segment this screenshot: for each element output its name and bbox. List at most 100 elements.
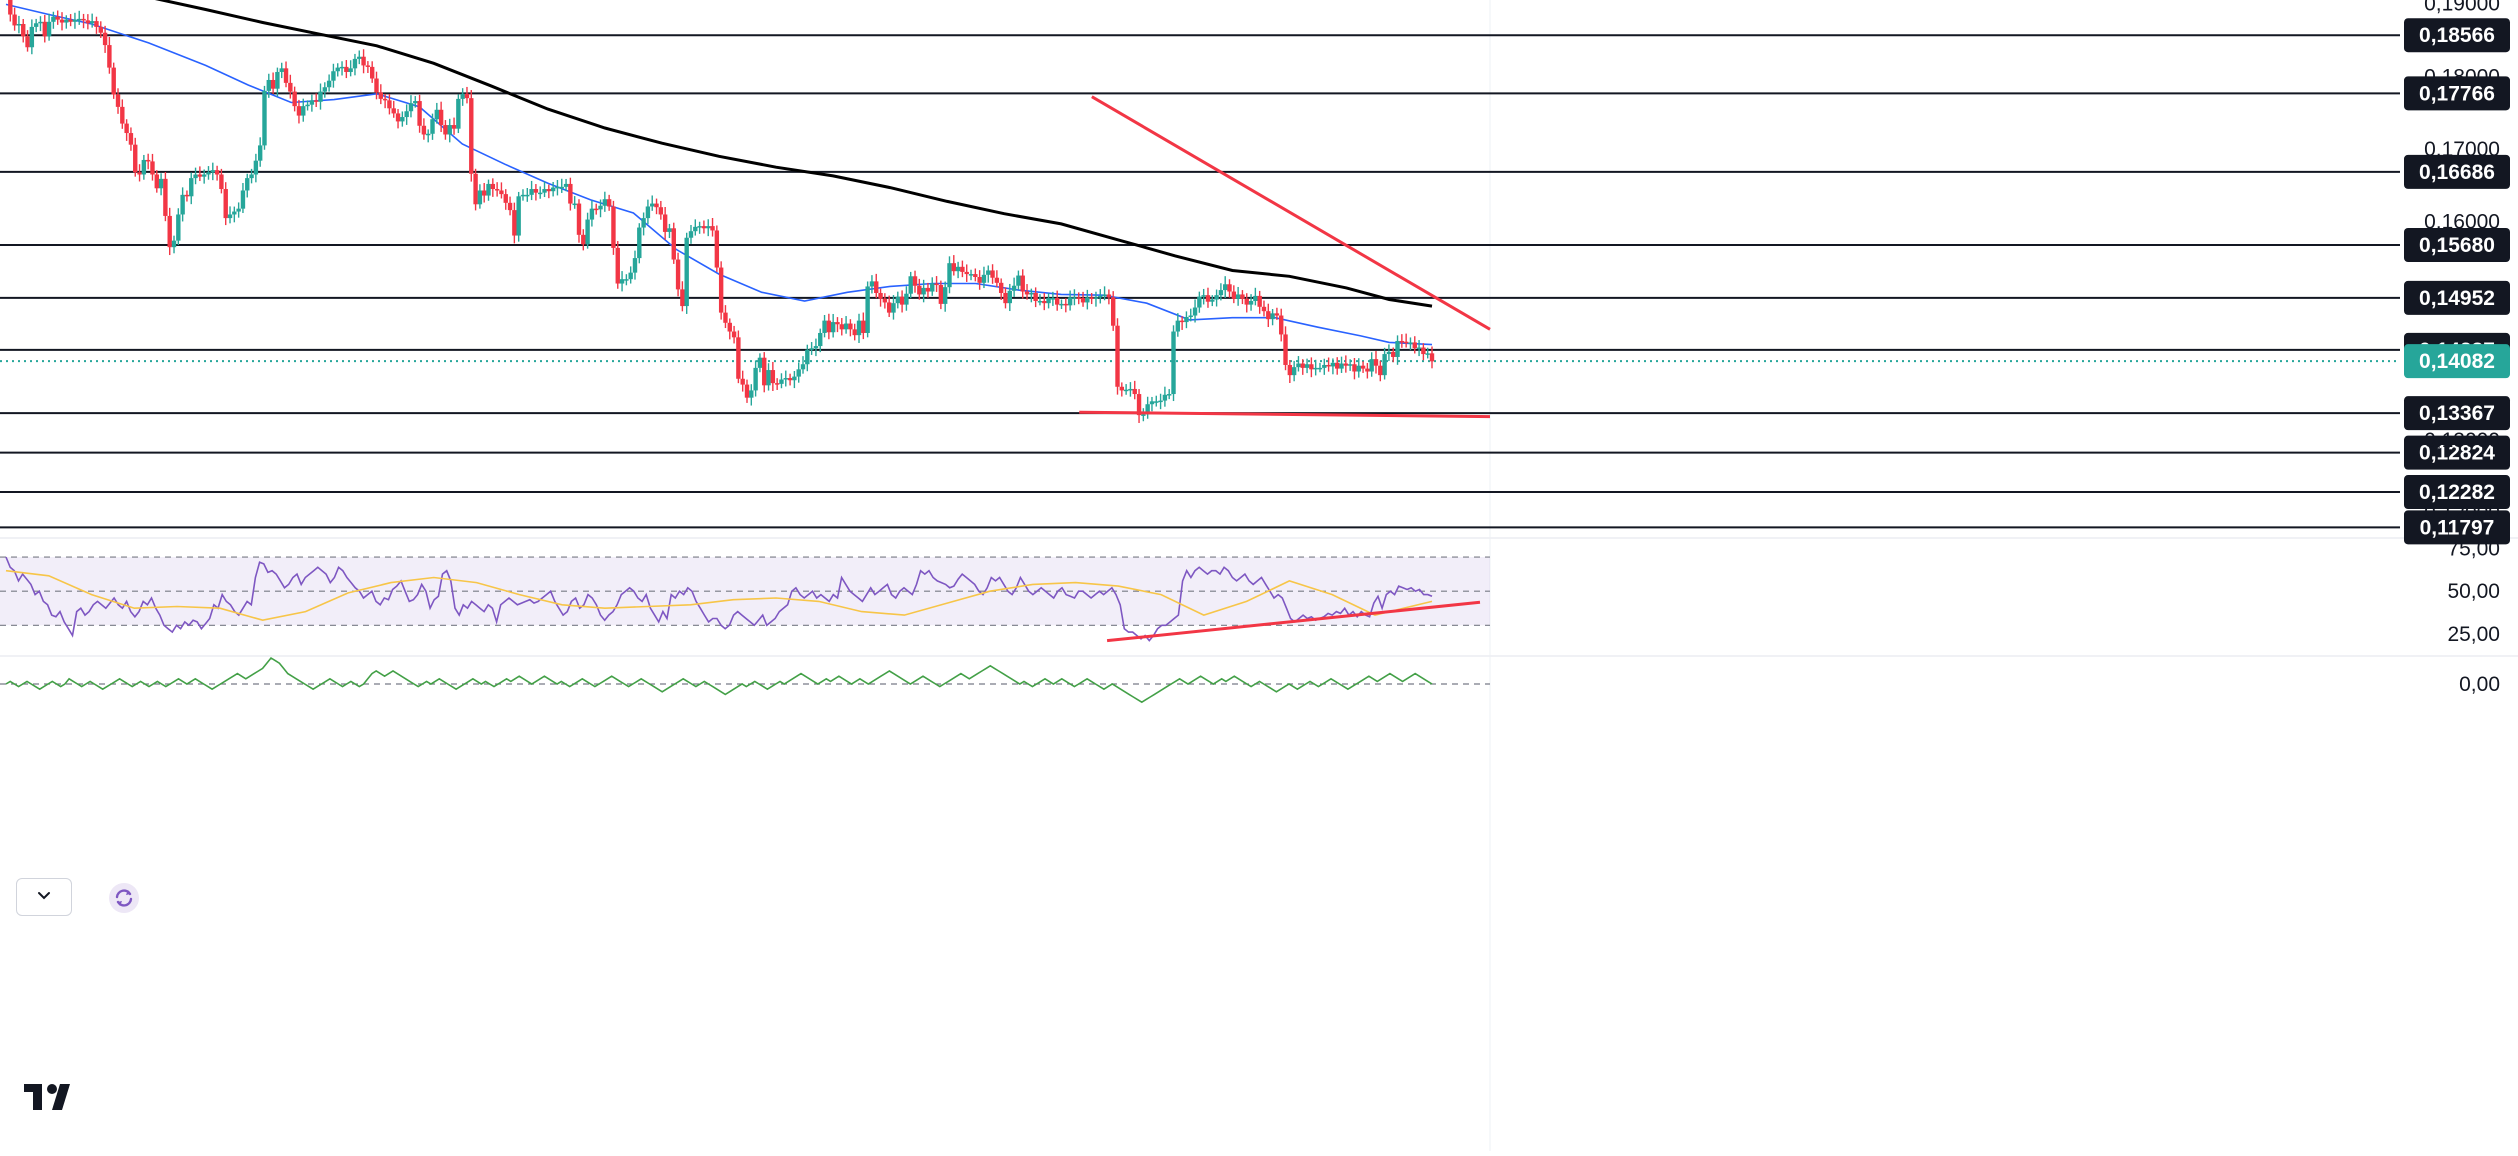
collapse-panel-button[interactable] [16, 878, 72, 916]
candle-body [451, 125, 457, 129]
candle-body [1369, 359, 1374, 372]
candle-body [546, 189, 552, 192]
candle-body [598, 205, 603, 210]
candle-body [516, 196, 521, 236]
candle-body [667, 228, 672, 232]
candle-body [266, 79, 271, 91]
candle-body [865, 286, 870, 333]
candle-body [917, 285, 922, 295]
candle-body [1326, 364, 1331, 367]
candle-body [292, 91, 297, 107]
candle-body [1373, 359, 1379, 366]
candle-body [710, 226, 715, 231]
candle-body [1024, 291, 1030, 295]
refresh-button[interactable] [104, 882, 144, 914]
candle-body [486, 183, 491, 196]
candle-body [163, 178, 168, 216]
candle-body [1279, 315, 1284, 335]
candle-body [1037, 300, 1043, 303]
candle-body [55, 16, 60, 20]
candle-body [1167, 394, 1172, 396]
candle-body [270, 79, 276, 89]
candle-body [563, 183, 569, 187]
candle-body [279, 68, 284, 72]
candle-body [16, 23, 22, 26]
candle-body [141, 159, 147, 175]
candle-body [262, 90, 267, 146]
candle-body [662, 214, 668, 232]
candle-body [533, 189, 539, 193]
candle-body [1313, 367, 1318, 370]
candle-body [210, 170, 215, 173]
candle-body [1360, 365, 1366, 369]
candle-body [766, 370, 771, 386]
trendline [1091, 95, 1491, 331]
candle-body [525, 194, 530, 197]
candle-body [507, 202, 513, 211]
candle-body [404, 111, 409, 118]
candle-body [154, 174, 159, 189]
candle-body [934, 283, 939, 286]
candle-body [542, 189, 547, 193]
candle-body [796, 369, 801, 377]
candle-body [1317, 367, 1323, 370]
candle-body [236, 208, 241, 212]
candle-body [1214, 295, 1219, 300]
candle-body [869, 281, 875, 287]
candle-body [1158, 400, 1163, 403]
candle-body [469, 98, 474, 174]
level-price-label: 0,18566 [2419, 24, 2495, 47]
candle-body [369, 66, 375, 79]
candle-body [1266, 311, 1271, 320]
candle-body [42, 21, 47, 37]
candle-body [283, 68, 289, 83]
candle-body [1184, 316, 1189, 323]
candle-body [891, 303, 896, 313]
candle-body [1042, 300, 1047, 304]
candle-body [671, 228, 676, 260]
candle-body [1119, 386, 1125, 391]
candle-body [822, 320, 827, 333]
candle-body [1089, 297, 1094, 299]
candle-body [387, 100, 392, 109]
candle-body [688, 231, 694, 238]
candle-body [124, 123, 129, 134]
price-tick-label: 0,12000 [2424, 502, 2500, 525]
candle-body [473, 173, 478, 205]
candle-body [12, 14, 17, 26]
candle-body [874, 281, 879, 293]
level-price-label: 0,14952 [2419, 287, 2495, 310]
level-price-label: 0,15680 [2419, 234, 2495, 257]
candle-body [1110, 297, 1116, 326]
candle-body [1253, 295, 1258, 301]
candle-body [787, 378, 793, 381]
candle-body [1141, 414, 1146, 416]
rsi-band [0, 557, 1490, 626]
candle-body [654, 203, 659, 208]
candle-body [572, 203, 577, 206]
candle-body [240, 190, 246, 209]
candle-body [809, 348, 814, 350]
candle-body [619, 279, 625, 284]
candle-body [1382, 354, 1387, 376]
candle-body [1261, 306, 1267, 312]
candle-body [641, 218, 646, 228]
candle-body [1154, 401, 1159, 403]
candle-body [589, 208, 595, 220]
candle-body [305, 104, 310, 107]
candle-body [408, 103, 414, 112]
candle-body [1059, 303, 1064, 306]
candle-body [520, 194, 526, 197]
price-tick-label: 0,13000 [2424, 429, 2500, 452]
candle-body [1425, 353, 1430, 355]
candle-body [232, 211, 237, 215]
candle-body [529, 189, 534, 195]
candle-body [1145, 404, 1150, 415]
level-price-badge [2404, 154, 2510, 189]
candle-body [973, 274, 978, 277]
candle-body [1412, 342, 1417, 349]
candle-body [158, 178, 164, 189]
candle-body [878, 292, 883, 299]
